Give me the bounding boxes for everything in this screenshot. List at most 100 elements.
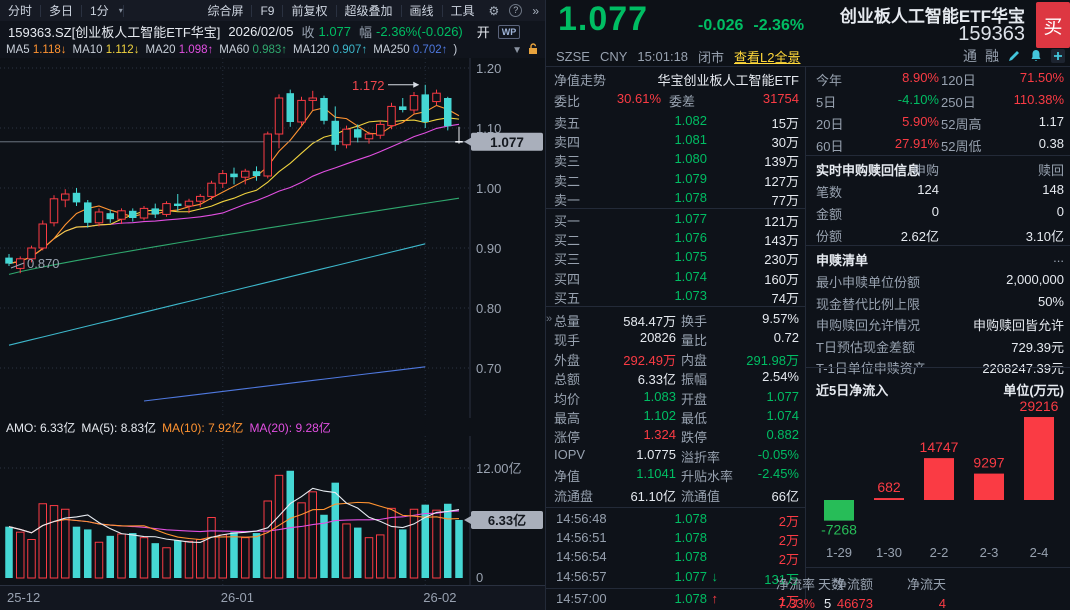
btn-draw-line[interactable]: 画线	[409, 4, 434, 18]
tab-1min[interactable]: 1分	[90, 4, 109, 18]
ask-row[interactable]: 卖二 1.079 127万	[546, 170, 806, 189]
amo-legend-bar: AMO: 6.33亿 MA(5): 8.83亿 MA(10): 7.92亿 MA…	[0, 418, 545, 436]
dropdown-triangle-icon[interactable]: ▼	[512, 44, 522, 56]
ask-row[interactable]: 卖三 1.080 139万	[546, 150, 806, 169]
bid-row[interactable]: 买二 1.076 143万	[546, 229, 806, 248]
tick-volume: 131万	[764, 571, 799, 587]
bid-row[interactable]: 买三 1.075 230万	[546, 248, 806, 267]
arrow-down-icon: ↓	[711, 568, 719, 584]
tick-price: 1.077	[674, 568, 707, 584]
tick-time: 14:57:00	[556, 591, 607, 606]
ask-row[interactable]: 卖一 1.078 77万	[546, 189, 806, 208]
help-icon[interactable]: ?	[509, 4, 523, 17]
stat-value-2: 1.077	[766, 388, 799, 404]
level-volume: 143万	[764, 233, 799, 249]
stat-label-2: 换手	[681, 314, 708, 329]
pcf-row: T-1日单位申赎资产 2208247.39元	[806, 355, 1070, 377]
edit-icon[interactable]	[1007, 49, 1021, 63]
level-label: 买四	[554, 271, 581, 287]
tab-multiday[interactable]: 多日	[49, 4, 74, 18]
level-price: 1.075	[674, 249, 707, 265]
volume-chart[interactable]: 12.00亿 0 6.33亿	[0, 436, 545, 585]
netflow-value-label: 29216	[1020, 398, 1059, 414]
level-price: 1.082	[674, 113, 707, 128]
stat-row: 现手 20826 量比 0.72	[546, 329, 806, 348]
tab-timeline[interactable]: 分时	[8, 4, 33, 18]
stat-value-1: 20826	[639, 330, 676, 346]
collapse-handle-icon[interactable]: »	[546, 313, 553, 325]
alert-bell-icon[interactable]	[1029, 49, 1043, 63]
stat-value-2: 9.57%	[762, 311, 799, 326]
unlock-icon[interactable]	[528, 42, 539, 58]
stat-value-1: 1.102	[643, 408, 676, 423]
perf-value-2: 71.50%	[1019, 70, 1064, 85]
more-icon[interactable]: »	[532, 3, 539, 18]
margin-tag-rong: 融	[985, 48, 999, 64]
stat-label-2: 溢折率	[681, 449, 721, 465]
tick-time: 14:56:57	[556, 568, 607, 584]
level-label: 卖五	[554, 116, 581, 131]
sub-value-subscribe: 124	[917, 182, 939, 197]
perf-label-2: 52周低	[941, 139, 982, 154]
chevron-down-icon[interactable]: ▾	[118, 6, 123, 15]
pcf-value: 50%	[1037, 293, 1064, 309]
performance-row: 60日 27.91% 52周低 0.38	[806, 133, 1070, 155]
netflow-chart[interactable]: -7268 1-29 682 1-30 14747 2-2 9297 2-3 29216 2-4	[806, 397, 1070, 563]
stat-label-1: 均价	[554, 391, 581, 407]
btn-super-overlay[interactable]: 超级叠加	[344, 4, 393, 18]
bid-row[interactable]: 买五 1.073 74万	[546, 287, 806, 306]
l2-panorama-link[interactable]: 查看L2全景	[734, 49, 801, 65]
perf-value-1: 27.91%	[894, 136, 939, 151]
btn-composite-screen[interactable]: 综合屏	[207, 4, 244, 18]
level-price: 1.076	[674, 230, 707, 246]
tick-time: 14:56:48	[556, 511, 607, 526]
nav-row: 净值走势 华宝创业板人工智能ETF	[546, 69, 806, 88]
stat-label-2: 开盘	[681, 391, 708, 407]
stat-row: 涨停 1.324 跌停 0.882	[546, 426, 806, 445]
linked-fund-link[interactable]: 华宝创业板人工智能ETF	[657, 73, 799, 88]
stat-label-1: 净值	[554, 469, 581, 485]
pcf-value: 申购赎回皆允许	[972, 318, 1064, 333]
subscription-row: 笔数 124 148	[806, 179, 1070, 201]
gear-icon[interactable]: ⚙	[488, 3, 500, 18]
ask-row[interactable]: 卖四 1.081 30万	[546, 131, 806, 150]
weicha-value: 31754	[762, 91, 799, 106]
btn-f9[interactable]: F9	[260, 3, 275, 18]
weibi-value: 30.61%	[616, 91, 661, 106]
sub-label: 金额	[816, 207, 843, 222]
subscription-title: 实时申购赎回信息	[816, 163, 921, 178]
wp-icon[interactable]: WP	[497, 24, 521, 39]
level-price: 1.077	[674, 211, 707, 226]
level-label: 买五	[554, 290, 581, 306]
bid-row[interactable]: 买一 1.077 121万	[546, 210, 806, 229]
netflow-value-label: 14747	[920, 439, 959, 455]
stat-value-1: 584.47万	[623, 314, 676, 329]
footer-label: 净流率	[775, 577, 815, 592]
add-icon[interactable]	[1051, 49, 1065, 63]
footer-label: 天数	[818, 577, 845, 592]
stat-value-1: 1.324	[643, 427, 676, 443]
netflow-date-label: 2-3	[980, 545, 999, 560]
btn-forward-adjust[interactable]: 前复权	[291, 4, 328, 18]
buy-button[interactable]: 买	[1036, 2, 1070, 48]
instrument-info-bar: 159363.SZ[创业板人工智能ETF华宝] 2026/02/05 收 1.0…	[0, 21, 545, 42]
daily-kline-chart[interactable]: 1.20 1.10 1.00 0.90 0.80 0.70 1.172 0.870 1.077	[0, 58, 545, 418]
tick-price: 1.078	[674, 530, 707, 546]
stat-label-2: 升贴水率	[681, 469, 734, 485]
tick-volume: 1万	[778, 594, 799, 609]
btn-tools[interactable]: 工具	[450, 4, 475, 18]
price-axis-tick: 1.00	[476, 181, 501, 196]
price-change: -0.026 -2.36%	[698, 17, 814, 35]
pcf-value: 729.39元	[1011, 339, 1064, 355]
bid-row[interactable]: 买四 1.074 160万	[546, 268, 806, 287]
sub-value-redeem: 3.10亿	[1025, 229, 1064, 244]
perf-label-1: 60日	[816, 139, 844, 154]
level-volume: 74万	[771, 290, 799, 306]
ma-label-ma20: MA20 1.098↑	[145, 44, 214, 56]
pcf-row: 申购赎回允许情况 申购赎回皆允许	[806, 312, 1070, 334]
stat-value-2: 0.72	[773, 330, 799, 346]
tick-volume: 2万	[778, 533, 799, 549]
ask-row[interactable]: 卖五 1.082 15万	[546, 112, 806, 131]
footer-value: 5	[824, 596, 832, 610]
amo-ma10: MA(10): 7.92亿	[162, 420, 244, 435]
